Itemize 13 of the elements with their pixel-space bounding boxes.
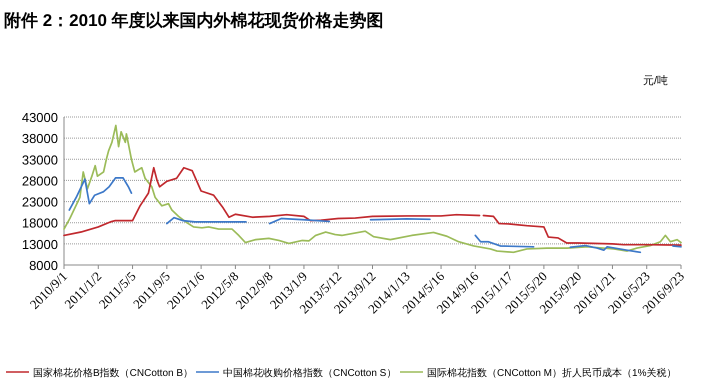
y-tick-label: 18000	[22, 216, 58, 231]
y-tick-label: 38000	[22, 131, 58, 146]
y-tick-label: 13000	[22, 236, 58, 252]
legend-label: 中国棉花收购价格指数（CNCotton S）	[223, 367, 396, 379]
y-tick-label: 33000	[22, 152, 58, 168]
y-tick-label: 43000	[22, 110, 58, 125]
y-tick-label: 28000	[22, 173, 58, 188]
y-tick-label: 8000	[29, 258, 58, 273]
chart-title: 附件 2：2010 年度以来国内外棉花现货价格走势图	[4, 11, 384, 30]
y-axis-title: 元/吨	[642, 74, 668, 87]
legend-label: 国际棉花指数（CNCotton M）折人民币成本（1%关税）	[427, 367, 676, 379]
y-tick-label: 23000	[22, 194, 58, 210]
legend-label: 国家棉花价格B指数（CNCotton B）	[33, 367, 194, 379]
